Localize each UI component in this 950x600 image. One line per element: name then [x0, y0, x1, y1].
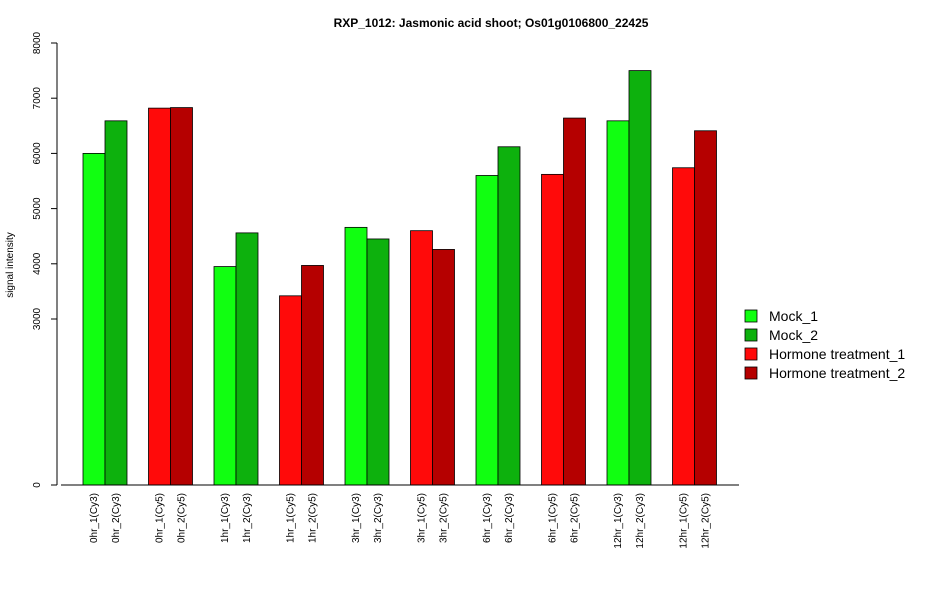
bar — [170, 107, 193, 486]
x-tick-label: 12hr_1(Cy3) — [613, 493, 624, 549]
y-tick-label: 0 — [32, 482, 43, 488]
bar — [148, 107, 171, 486]
x-tick-label: 6hr_2(Cy5) — [570, 493, 581, 543]
x-tick-label: 12hr_2(Cy3) — [635, 493, 646, 549]
x-tick-label: 0hr_2(Cy5) — [177, 493, 188, 543]
x-tick-label: 12hr_1(Cy5) — [679, 493, 690, 549]
bar — [672, 167, 695, 486]
legend-label: Hormone treatment_1 — [769, 346, 905, 362]
x-tick-label: 0hr_1(Cy5) — [155, 493, 166, 543]
y-tick-label: 6000 — [32, 142, 43, 165]
bar — [541, 173, 564, 486]
y-tick-label: 3000 — [32, 307, 43, 330]
legend: Mock_1 Mock_2 Hormone treatment_1 Hormone t… — [744, 308, 905, 381]
x-tick-labels: 0hr_1(Cy3) 0hr_2(Cy3) 0hr_1(Cy5) 0hr_2(Cy5)… — [89, 493, 712, 549]
bar — [213, 266, 237, 486]
x-tick-label: 1hr_1(Cy3) — [220, 493, 231, 543]
bar — [694, 130, 717, 486]
y-axis-label: signal intensity — [5, 232, 16, 298]
x-tick-label: 3hr_1(Cy3) — [351, 493, 362, 543]
legend-swatch — [744, 328, 758, 342]
x-tick-label: 1hr_2(Cy5) — [308, 493, 319, 543]
bar — [366, 238, 390, 486]
x-tick-label: 1hr_1(Cy5) — [286, 493, 297, 543]
x-tick-label: 3hr_1(Cy5) — [417, 493, 428, 543]
bar — [497, 146, 521, 486]
x-tick-label: 3hr_2(Cy3) — [373, 493, 384, 543]
legend-swatch — [744, 347, 758, 361]
bar — [344, 226, 368, 486]
bars — [82, 70, 717, 486]
bar — [235, 232, 259, 486]
x-tick-label: 3hr_2(Cy5) — [439, 493, 450, 543]
bar — [104, 120, 128, 486]
x-tick-label: 1hr_2(Cy3) — [242, 493, 253, 543]
bar — [475, 175, 499, 486]
bar — [82, 152, 106, 486]
bar — [279, 295, 302, 486]
x-tick-label: 6hr_1(Cy3) — [482, 493, 493, 543]
y-tick-label: 8000 — [32, 31, 43, 54]
y-tick-label: 4000 — [32, 252, 43, 275]
bar — [628, 70, 652, 486]
x-tick-label: 6hr_2(Cy3) — [504, 493, 515, 543]
bar — [563, 117, 586, 486]
x-tick-label: 12hr_2(Cy5) — [701, 493, 712, 549]
y-tick-label: 5000 — [32, 197, 43, 220]
bar — [301, 265, 324, 486]
legend-swatch — [744, 309, 758, 323]
legend-label: Hormone treatment_2 — [769, 365, 905, 381]
legend-label: Mock_1 — [769, 308, 818, 324]
x-tick-label: 0hr_1(Cy3) — [89, 493, 100, 543]
legend-label: Mock_2 — [769, 327, 818, 343]
y-tick-label: 7000 — [32, 87, 43, 110]
legend-swatch — [744, 366, 758, 380]
y-axis: 0 3000 4000 5000 6000 7000 8000 — [32, 31, 58, 488]
x-tick-label: 6hr_1(Cy5) — [548, 493, 559, 543]
bar — [410, 230, 433, 486]
bar — [432, 249, 455, 486]
bar — [606, 120, 630, 486]
x-tick-label: 0hr_2(Cy3) — [111, 493, 122, 543]
chart-title: RXP_1012: Jasmonic acid shoot; Os01g0106… — [334, 16, 649, 30]
